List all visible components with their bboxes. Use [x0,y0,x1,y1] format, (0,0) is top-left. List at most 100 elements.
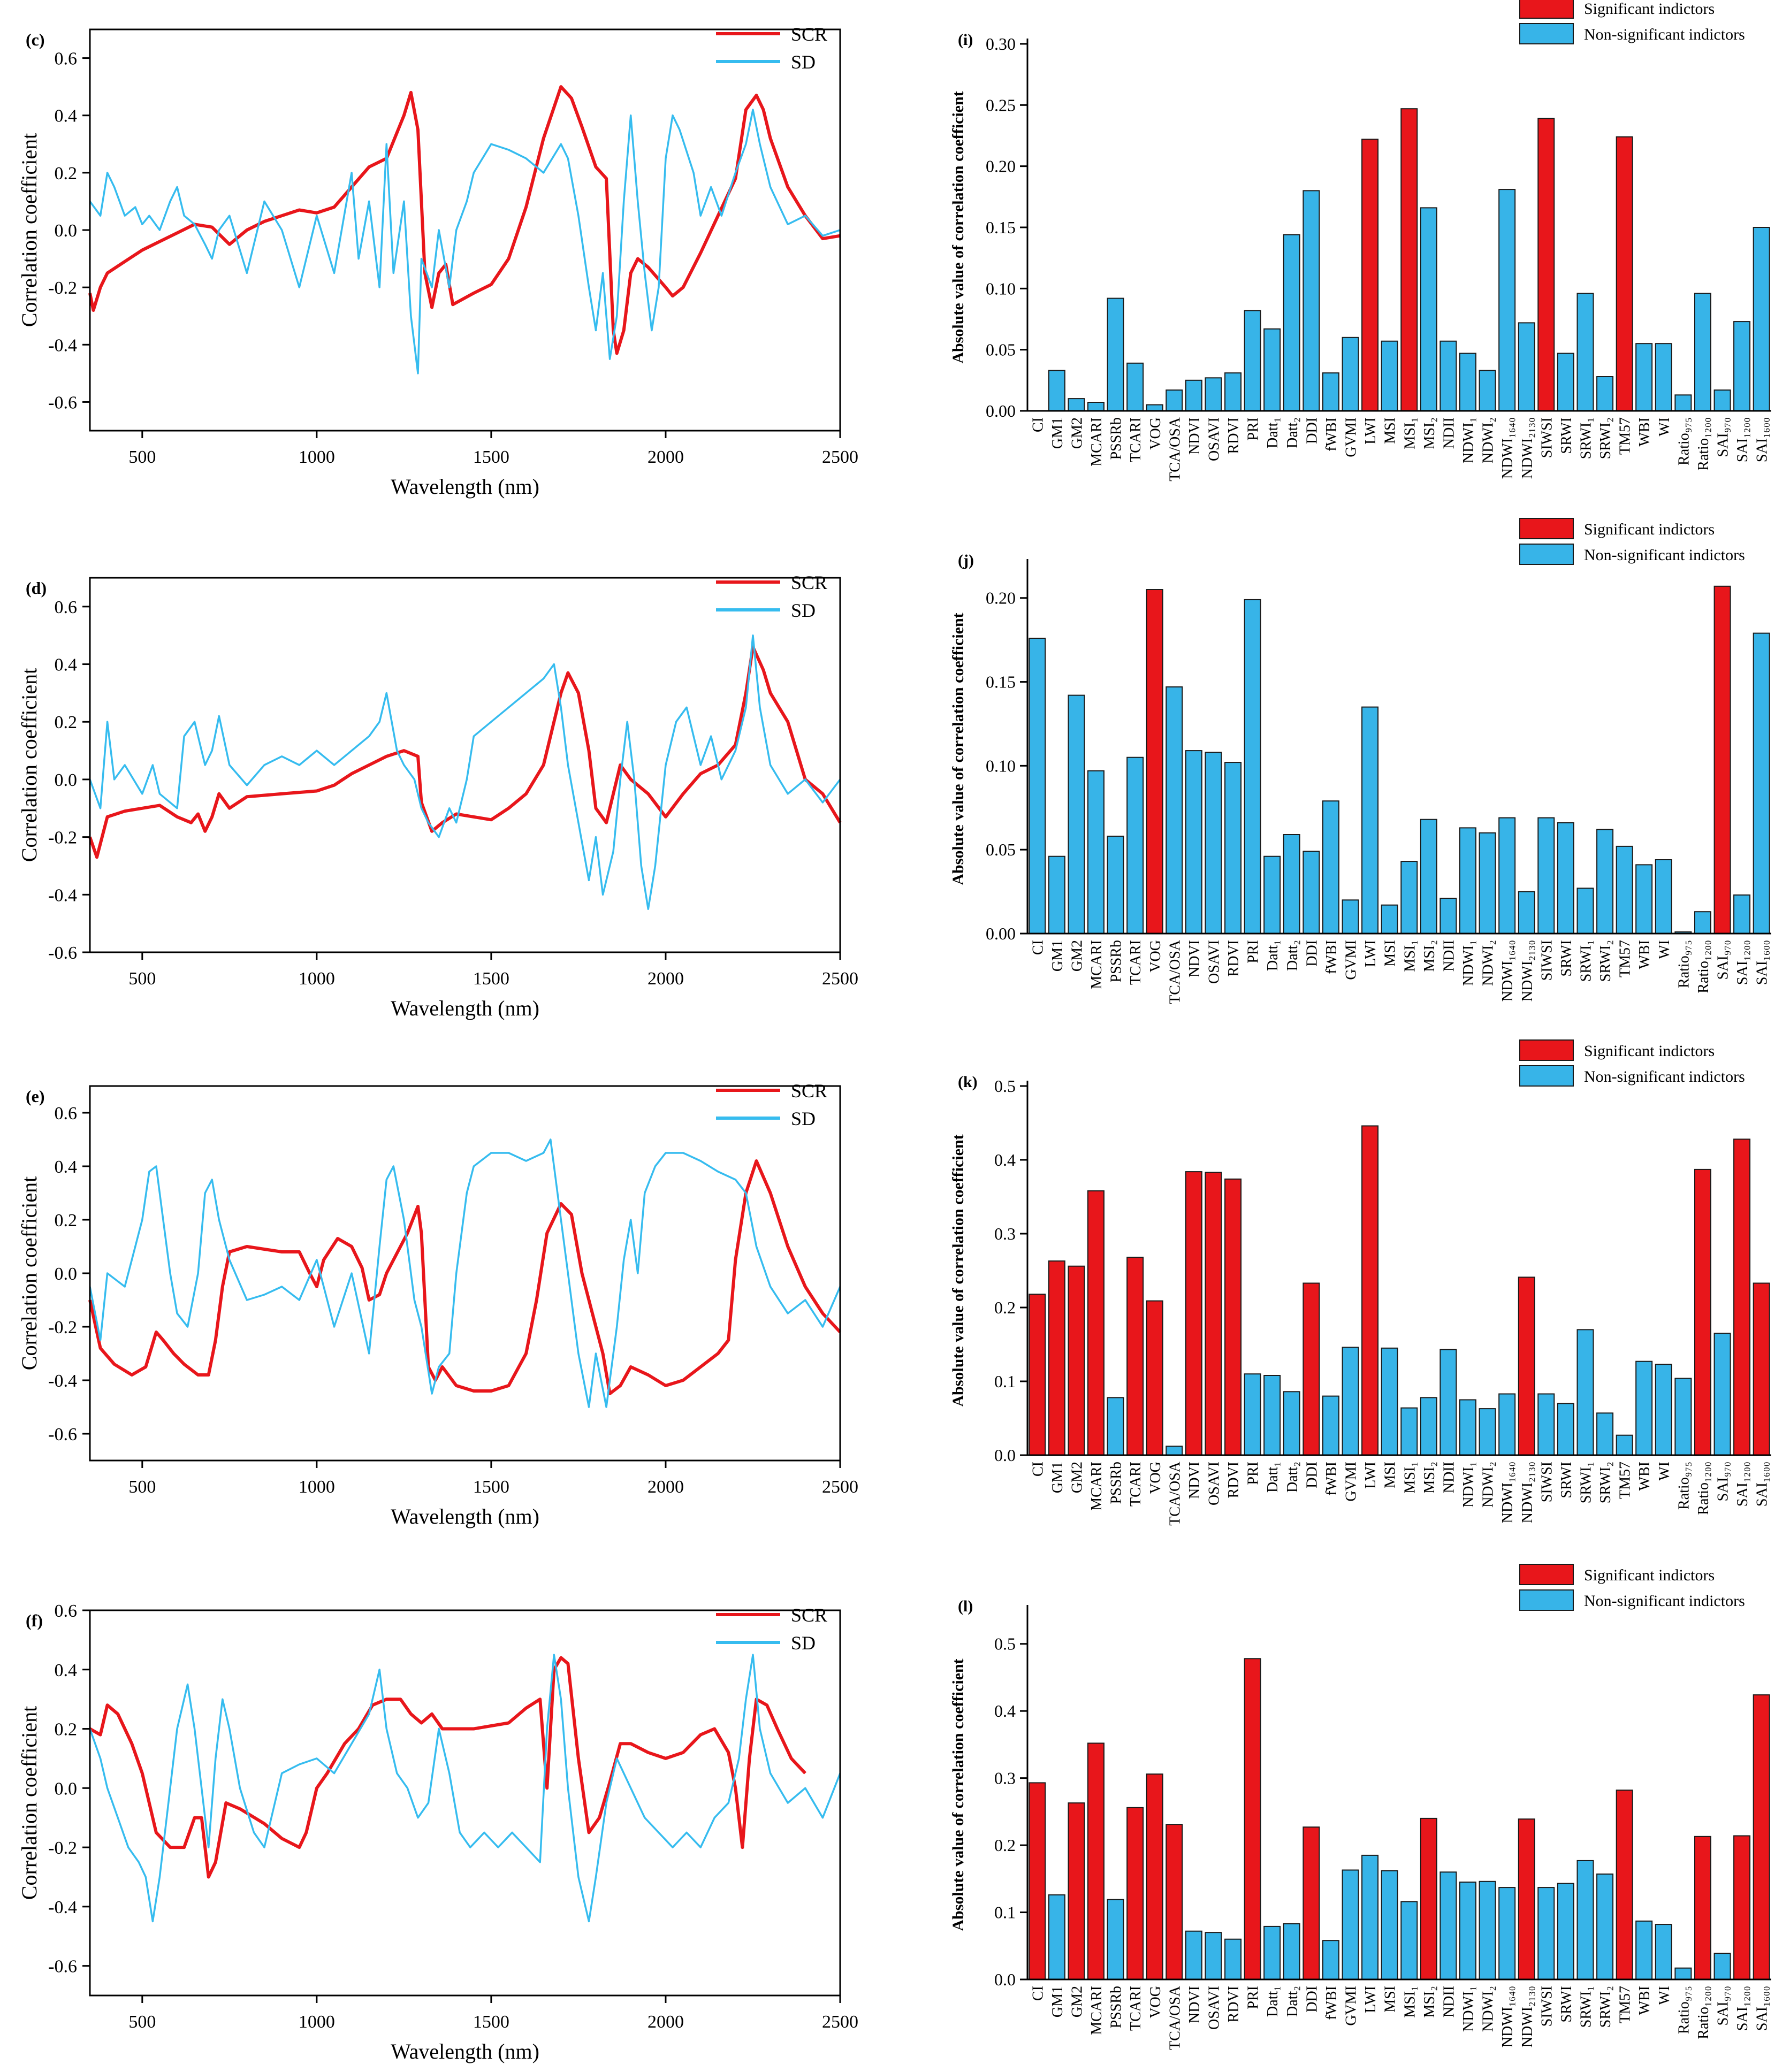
legend-swatch-nonsignificant [1519,23,1574,44]
y-tick-label: 0.2 [55,1211,78,1230]
x-tick-label: SIWSI [1538,417,1555,458]
y-tick-label: 0.0 [994,1970,1016,1989]
bar-nonsignificant [1616,1434,1633,1456]
plot-frame [89,1085,841,1462]
bar-significant [1400,108,1418,411]
x-tick-label: TCARI [1128,1462,1144,1507]
bar-nonsignificant [1596,829,1614,934]
x-tick-label: DDI [1304,417,1320,444]
bar-nonsignificant [1518,322,1535,412]
x-tick-label: VOG [1147,417,1164,450]
x-tick-label: NDWI₂₁₃₀ [1519,417,1536,479]
legend-label-significant: Significant indictors [1584,521,1715,538]
panel-label: (i) [958,31,973,49]
line-chart-d: 500 1000 1500 2000 2500 -0.6 -0.4 -0.2 0.0 0.2 0.4… [17,572,858,1020]
bar-nonsignificant [1733,321,1751,411]
x-tick-label: PRI [1245,417,1262,441]
panel-label: (c) [26,30,45,49]
panel-label: (l) [958,1597,973,1615]
bar-nonsignificant [1674,394,1692,411]
bar-significant [1302,1826,1320,1980]
x-tick-label: 1000 [299,1477,335,1497]
x-tick-label: MSI [1382,417,1399,444]
bar-nonsignificant [1713,1333,1731,1456]
x-tick-label: GM1 [1049,1986,1066,2017]
bar-nonsignificant [1479,1880,1496,1981]
legend-label-scr: SCR [791,1604,827,1626]
x-tick-label: SIWSI [1538,940,1555,981]
bar-nonsignificant [1479,1408,1496,1456]
x-tick-label: 1500 [473,2012,509,2032]
x-tick-label: fWBI [1323,1986,1340,2020]
bar-nonsignificant [1283,1923,1300,1980]
x-tick-label: PRI [1245,1462,1262,1485]
bar-nonsignificant [1381,904,1398,934]
bar-nonsignificant [1498,1393,1516,1456]
x-tick-label: OSAVI [1206,1462,1223,1505]
x-tick-label: NDII [1441,1462,1457,1493]
y-axis-title: Correlation coefficient [17,133,41,327]
x-tick-label: DDI [1304,940,1320,967]
x-tick-label: 1500 [473,969,509,989]
y-tick-label: 0.30 [986,34,1016,53]
x-tick-label: LWI [1362,1462,1379,1489]
x-tick-label: GVMI [1343,417,1360,457]
bar-nonsignificant [1126,756,1144,934]
bar-nonsignificant [1655,343,1672,412]
bar-significant [1029,1782,1046,1980]
bar-significant [1146,1773,1163,1981]
x-tick-label: NDWI₁₆₄₀ [1499,940,1516,1001]
y-tick-label: 0.3 [994,1769,1016,1788]
x-tick-label: NDWI₂₁₃₀ [1519,1462,1536,1523]
y-tick-label: -0.4 [48,1898,77,1917]
bar-nonsignificant [1048,370,1065,411]
y-tick-label: 0.2 [994,1836,1016,1855]
bar-nonsignificant [1459,353,1476,411]
bar-nonsignificant [1655,1364,1672,1456]
bar-nonsignificant [1381,1870,1398,1981]
bar-significant [1713,585,1731,935]
bar-nonsignificant [1283,234,1300,411]
x-tick-label: TCA/OSA [1167,1985,1183,2050]
x-tick-label: 2000 [647,1477,684,1497]
bar-nonsignificant [1263,855,1281,934]
x-tick-label: 500 [128,969,156,989]
series-line-scr [88,1159,842,1395]
bar-nonsignificant [1087,402,1104,411]
legend-label-nonsignificant: Non-significant indictors [1584,1068,1745,1085]
bar-nonsignificant [1518,891,1535,934]
bar-significant [1616,136,1633,412]
bar-significant [1087,1742,1104,1980]
x-tick-label: GM1 [1049,417,1066,449]
y-tick-label: 0.0 [55,221,78,241]
bar-nonsignificant [1165,686,1183,934]
line-chart-e: 500 1000 1500 2000 2500 -0.6 -0.4 -0.2 0.0 0.2 0.4… [17,1080,858,1528]
y-tick-label: -0.4 [48,885,77,905]
x-tick-label: WBI [1636,940,1653,969]
x-tick-label: PSSRb [1108,417,1125,460]
x-tick-label: SRWI₂ [1597,1462,1614,1503]
legend-label-sd: SD [791,1632,816,1654]
x-tick-label: NDWI₂ [1480,417,1497,463]
bar-nonsignificant [1655,859,1672,934]
x-tick-label: SAI₉₇₀ [1715,417,1732,457]
bar-significant [1087,1190,1104,1456]
x-tick-label: 1500 [473,447,509,467]
x-tick-label: fWBI [1323,417,1340,452]
x-tick-label: 2000 [647,2012,684,2032]
bar-nonsignificant [1165,1446,1183,1456]
bar-nonsignificant [1420,819,1437,934]
bar-significant [1302,1282,1320,1456]
bar-nonsignificant [1439,340,1457,412]
bar-nonsignificant [1576,1329,1594,1456]
y-tick-label: 0.05 [986,840,1016,859]
y-tick-label: 0.3 [994,1224,1016,1243]
bar-nonsignificant [1342,1347,1359,1456]
bar-nonsignificant [1263,1925,1281,1980]
x-tick-label: SAI₁₂₀₀ [1734,1462,1751,1507]
bar-significant [1068,1265,1085,1456]
bar-nonsignificant [1107,1397,1124,1456]
x-tick-label: 1500 [473,1477,509,1497]
